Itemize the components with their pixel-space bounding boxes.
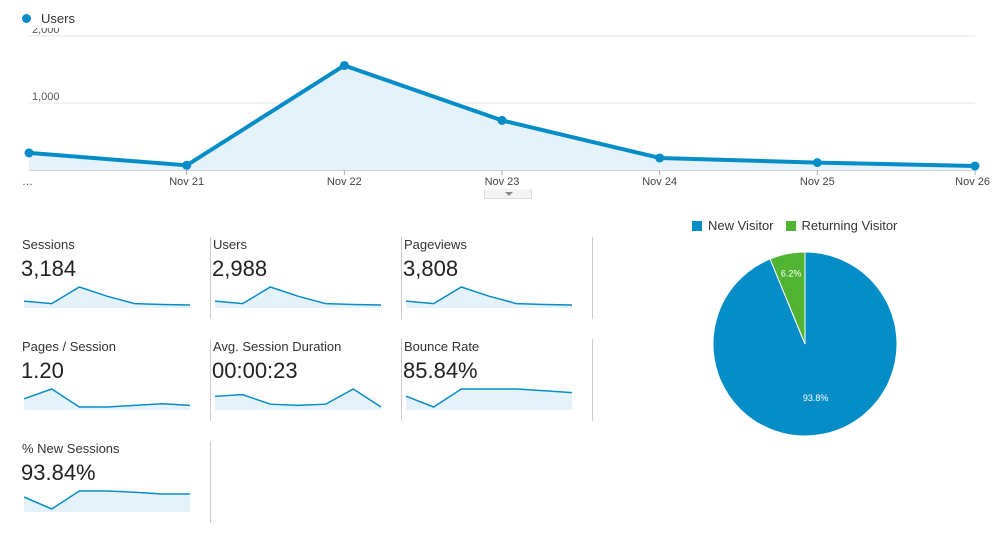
y-tick-label: 2,000 [32,28,60,36]
pie-slice-returning-visitor[interactable] [769,251,806,345]
metric-sparkline [23,388,191,410]
sparkline-area [215,287,381,308]
metric-sparkline [23,490,190,512]
users-data-point[interactable] [655,153,665,163]
x-tick-label: Nov 23 [485,176,520,188]
chart-resize-handle[interactable] [484,189,532,199]
metric-label: % New Sessions [22,441,120,456]
returning-visitor-swatch [785,220,796,231]
chart-legend[interactable]: Users [22,11,75,26]
users-data-point[interactable] [812,158,822,168]
metric-tile[interactable]: % New Sessions 93.84% [20,441,211,523]
sparkline-line [214,286,382,306]
x-tick-label: … [22,176,33,188]
users-line-chart[interactable]: 1,000 2,000 … Nov 21 Nov 22 Nov 23 Nov 24 Nov 2… [0,28,998,190]
metric-sparkline [214,388,382,410]
metric-sparkline [23,286,191,308]
users-data-point[interactable] [339,60,349,70]
pie-legend-new[interactable]: New Visitor [692,218,774,233]
metric-tile[interactable]: Avg. Session Duration 00:00:23 [211,339,402,421]
new-visitor-label: New Visitor [708,218,774,233]
metric-value: 3,184 [21,256,77,281]
users-data-point[interactable] [182,160,192,170]
x-tick-label: Nov 25 [800,176,835,188]
sparkline-line [23,286,191,306]
pie-legend-returning[interactable]: Returning Visitor [785,218,898,233]
metric-label: Sessions [22,237,75,252]
metric-value: 3,808 [403,256,459,281]
sparkline-area [24,491,190,512]
metric-value: 93.84% [21,460,96,485]
sparkline-area [215,389,381,410]
metric-tile[interactable]: Sessions 3,184 [20,237,211,319]
metric-label: Bounce Rate [404,339,480,354]
metric-tile[interactable]: Pages / Session 1.20 [20,339,211,421]
users-data-point[interactable] [970,161,980,171]
metric-sparkline [405,286,573,308]
metric-sparkline [214,286,382,308]
new-visitor-swatch [692,220,702,231]
metric-sparkline [405,388,573,410]
users-area [29,65,975,170]
sparkline-area [24,287,190,308]
users-legend-dot [22,14,31,23]
y-tick-label: 1,000 [32,91,60,103]
metric-tile[interactable]: Bounce Rate 85.84% [402,339,593,421]
metric-tile[interactable]: Pageviews 3,808 [402,237,593,319]
sparkline-line [405,388,573,408]
sparkline-line [23,490,190,510]
x-tick-label: Nov 24 [642,176,677,188]
users-legend-label: Users [41,11,75,26]
metric-label: Users [213,237,247,252]
metric-value: 2,988 [212,256,268,281]
x-tick-label: Nov 21 [169,176,204,188]
metric-value: 1.20 [21,358,64,383]
metric-label: Pageviews [404,237,467,252]
users-data-point[interactable] [497,115,507,125]
metric-tile[interactable]: Users 2,988 [211,237,402,319]
sparkline-area [406,389,572,410]
metric-value: 85.84% [403,358,478,383]
metric-value: 00:00:23 [212,358,298,383]
sparkline-line [214,388,382,408]
pie-slice-label: 93.8% [803,393,829,403]
pie-legend: New Visitor Returning Visitor [692,218,909,233]
sparkline-area [406,287,572,308]
visitor-pie-chart[interactable]: 93.8% 6.2% [710,249,900,439]
sparkline-line [23,388,191,408]
sparkline-line [405,286,573,306]
x-tick-label: Nov 22 [327,176,362,188]
users-data-point[interactable] [24,148,34,158]
metric-label: Pages / Session [22,339,116,354]
returning-visitor-label: Returning Visitor [801,218,898,233]
pie-slice-label: 6.2% [781,269,802,279]
x-tick-label: Nov 26 [955,176,990,188]
metric-label: Avg. Session Duration [213,339,342,354]
